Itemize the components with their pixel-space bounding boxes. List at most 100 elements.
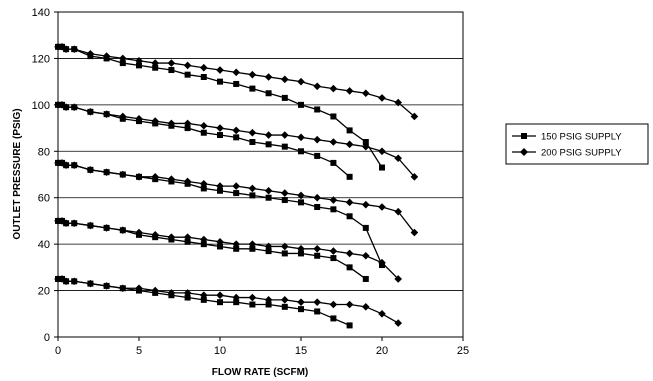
y-tick-label: 120	[32, 53, 50, 65]
diamond-marker	[102, 282, 111, 290]
diamond-marker	[362, 200, 370, 209]
diamond-marker	[119, 112, 127, 121]
diamond-marker	[378, 147, 386, 156]
diamond-marker	[378, 258, 386, 267]
diamond-marker	[167, 59, 176, 67]
diamond-marker	[62, 45, 70, 53]
square-marker	[200, 129, 207, 136]
diamond-marker	[345, 198, 354, 207]
diamond-marker	[119, 170, 127, 179]
series-2	[54, 43, 419, 327]
square-marker	[217, 132, 223, 139]
square-marker	[168, 67, 175, 74]
diamond-marker	[183, 61, 192, 70]
square-marker	[184, 294, 191, 301]
square-marker	[314, 106, 321, 113]
y-tick-label: 100	[32, 100, 50, 112]
diamond-marker	[345, 300, 354, 309]
diamond-marker	[54, 43, 62, 51]
diamond-marker	[62, 219, 70, 228]
diamond-marker	[200, 63, 208, 72]
diamond-marker	[167, 175, 176, 183]
legend-label-150: 150 PSIG SUPPLY	[541, 132, 622, 143]
diamond-marker	[102, 52, 111, 60]
diamond-marker	[329, 247, 338, 255]
square-marker	[330, 113, 337, 120]
square-marker	[281, 143, 288, 150]
diamond-marker	[329, 300, 338, 309]
square-marker	[362, 224, 369, 231]
square-marker	[265, 90, 272, 97]
diamond-marker	[62, 161, 70, 170]
square-marker	[249, 301, 256, 308]
square-marker	[298, 148, 304, 155]
y-tick-label: 40	[38, 239, 50, 251]
diamond-marker	[135, 114, 143, 123]
diamond-marker	[86, 166, 95, 174]
diamond-marker	[248, 128, 257, 137]
square-marker	[249, 245, 256, 252]
square-marker	[281, 303, 288, 310]
diamond-marker	[167, 119, 176, 128]
square-marker	[233, 190, 240, 197]
diamond-marker	[151, 231, 159, 239]
diamond-marker	[394, 207, 402, 216]
axes: 0 20 40 60 80 100 120 140 0 5 10 15 20 25	[32, 7, 469, 357]
diamond-marker	[102, 224, 111, 232]
square-marker	[249, 192, 256, 199]
square-marker	[314, 152, 321, 159]
x-tick-label: 25	[457, 345, 469, 357]
square-marker	[362, 139, 369, 145]
square-marker	[233, 134, 240, 141]
diamond-marker	[135, 284, 143, 293]
x-tick-label: 15	[295, 345, 307, 357]
diamond-marker	[58, 217, 66, 225]
diamond-marker	[232, 293, 240, 302]
diamond-marker	[54, 217, 62, 225]
diamond-marker	[248, 184, 257, 193]
diamond-marker	[329, 196, 338, 204]
diamond-marker	[264, 73, 273, 81]
square-marker	[217, 78, 223, 85]
diamond-marker	[70, 45, 78, 53]
legend: 150 PSIG SUPPLY 200 PSIG SUPPLY	[505, 123, 649, 165]
diamond-marker	[362, 303, 370, 311]
diamond-marker	[216, 291, 224, 300]
diamond-marker	[216, 66, 224, 74]
diamond-marker	[281, 189, 289, 197]
diamond-marker	[248, 240, 257, 248]
square-marker-icon	[521, 133, 527, 139]
x-tick-label: 10	[214, 345, 226, 357]
y-tick-label: 0	[44, 332, 50, 344]
diamond-marker	[313, 298, 321, 306]
diamond-marker	[151, 286, 159, 295]
square-marker	[330, 206, 337, 213]
diamond-marker	[167, 289, 176, 297]
diamond-marker	[102, 168, 111, 176]
y-tick-label: 60	[38, 193, 50, 205]
diamond-marker	[378, 94, 386, 102]
diamond-marker	[313, 244, 321, 253]
diamond-marker	[313, 82, 321, 91]
diamond-marker	[232, 68, 240, 77]
diamond-marker	[297, 298, 305, 306]
diamond-marker	[394, 275, 402, 283]
diamond-marker	[297, 77, 305, 86]
diamond-marker	[54, 275, 62, 283]
square-marker	[298, 101, 304, 108]
diamond-marker	[410, 173, 419, 181]
square-marker	[346, 213, 353, 220]
diamond-marker	[378, 309, 386, 318]
diamond-marker	[62, 277, 70, 286]
diamond-marker	[264, 242, 273, 251]
diamond-marker	[264, 131, 273, 139]
diamond-marker	[410, 228, 419, 237]
square-marker	[217, 299, 223, 306]
diamond-marker	[248, 70, 257, 79]
square-marker	[184, 125, 191, 132]
square-marker	[346, 264, 353, 271]
square-marker	[330, 159, 337, 166]
diamond-marker	[86, 279, 95, 288]
square-marker	[217, 187, 223, 194]
diamond-marker	[200, 179, 208, 188]
